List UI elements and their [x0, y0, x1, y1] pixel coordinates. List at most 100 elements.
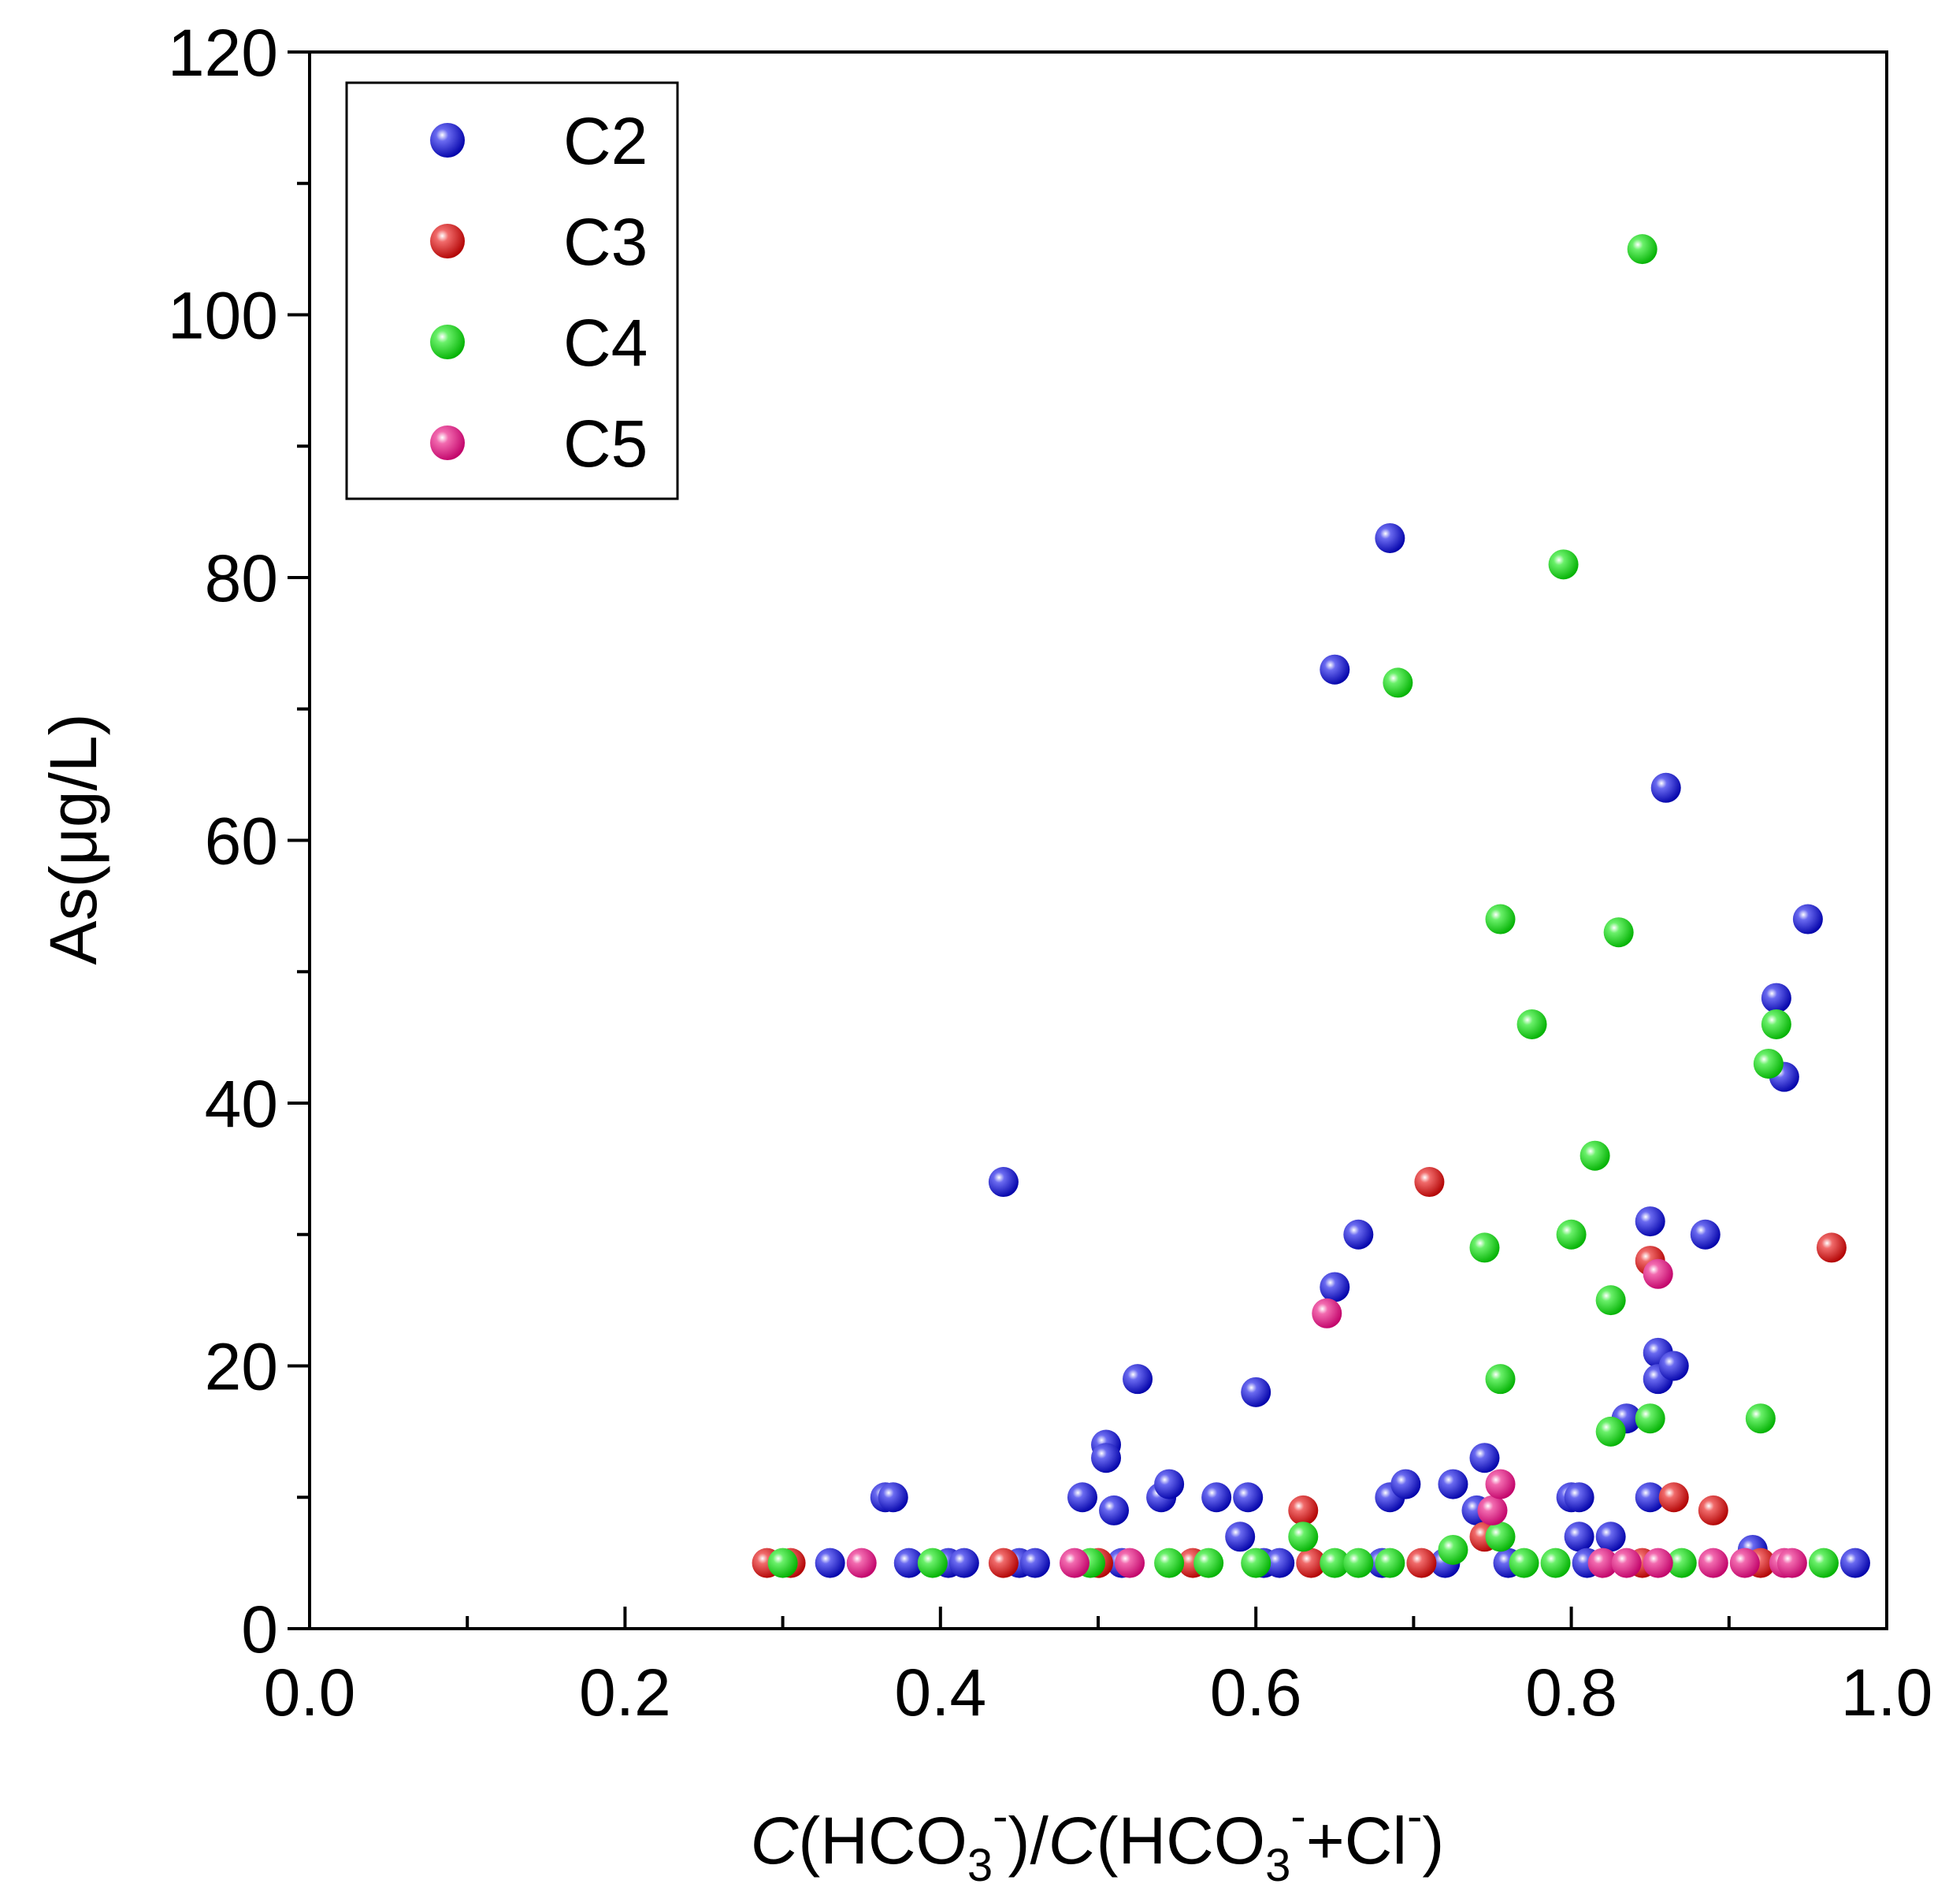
- y-tick-label: 100: [168, 279, 278, 353]
- x-tick-label: 0.0: [264, 1655, 356, 1730]
- point-c2: [948, 1548, 979, 1578]
- point-c2: [1225, 1522, 1256, 1552]
- point-c4: [1343, 1548, 1374, 1578]
- legend-label-c5: C5: [563, 407, 648, 481]
- x-tick-label: 0.4: [894, 1655, 986, 1730]
- point-c3: [1296, 1548, 1327, 1578]
- point-c2: [1438, 1469, 1468, 1499]
- point-c4: [1580, 1140, 1610, 1171]
- point-c2: [1792, 904, 1823, 934]
- point-c4: [1627, 234, 1657, 265]
- point-c2: [1201, 1482, 1232, 1513]
- legend-label-c3: C3: [563, 205, 648, 279]
- point-c2: [1595, 1522, 1626, 1552]
- point-c2: [1320, 1272, 1350, 1302]
- point-c4: [1241, 1548, 1271, 1578]
- point-c4: [1383, 667, 1413, 698]
- point-c2: [1067, 1482, 1097, 1513]
- point-c5: [1587, 1548, 1618, 1578]
- point-c4: [1288, 1522, 1319, 1552]
- point-c5: [1115, 1548, 1145, 1578]
- point-c4: [1753, 1048, 1784, 1079]
- y-tick-label: 20: [205, 1330, 278, 1404]
- point-c4: [1485, 1522, 1516, 1552]
- legend-marker-c4: [430, 325, 465, 359]
- point-c3: [1406, 1548, 1437, 1578]
- point-c4: [1516, 1009, 1547, 1039]
- point-c4: [1485, 904, 1516, 934]
- point-c4: [1745, 1403, 1776, 1434]
- y-axis-title: As(μg/L): [36, 713, 110, 964]
- point-c4: [1469, 1232, 1500, 1263]
- point-c2: [1390, 1469, 1421, 1499]
- point-c2: [1241, 1377, 1271, 1407]
- point-c2: [1375, 522, 1405, 553]
- x-tick-label: 1.0: [1841, 1655, 1933, 1730]
- point-c4: [767, 1548, 798, 1578]
- point-c4: [1485, 1364, 1516, 1395]
- point-c2: [1264, 1548, 1295, 1578]
- legend: C2 C3 C4 C5: [345, 81, 679, 500]
- x-tick-label: 0.8: [1525, 1655, 1617, 1730]
- point-c4: [1666, 1548, 1697, 1578]
- point-c4: [1320, 1548, 1350, 1578]
- point-c2: [815, 1548, 845, 1578]
- point-c4: [1540, 1548, 1571, 1578]
- point-c4: [1595, 1416, 1626, 1447]
- point-c4: [1635, 1403, 1665, 1434]
- legend-box: [345, 81, 679, 500]
- point-c4: [1603, 917, 1634, 948]
- y-tick-label: 120: [168, 16, 278, 90]
- legend-marker-c5: [430, 425, 465, 460]
- point-c4: [1595, 1285, 1626, 1316]
- legend-items: C2 C3 C4 C5: [430, 104, 648, 481]
- point-c2: [1469, 1443, 1500, 1473]
- point-c4: [1556, 1219, 1587, 1250]
- x-axis-tick-labels: 0.0 0.2 0.4 0.6 0.8 1.0: [264, 1655, 1933, 1730]
- point-c2: [1761, 983, 1791, 1013]
- point-c4: [1548, 549, 1579, 580]
- point-c4: [1509, 1548, 1539, 1578]
- point-c4: [917, 1548, 948, 1578]
- point-c3: [1698, 1495, 1728, 1525]
- point-c4: [1808, 1548, 1839, 1578]
- point-c2: [1233, 1482, 1264, 1513]
- point-c3: [1288, 1495, 1319, 1525]
- legend-label-c4: C4: [563, 306, 648, 380]
- point-c2: [1635, 1482, 1665, 1513]
- point-c5: [1776, 1548, 1807, 1578]
- point-c2: [1019, 1548, 1050, 1578]
- legend-label-c2: C2: [563, 104, 648, 178]
- y-tick-label: 80: [205, 541, 278, 615]
- point-c2: [1154, 1469, 1185, 1499]
- point-c4: [1761, 1009, 1791, 1039]
- point-c2: [1564, 1482, 1594, 1513]
- point-c2: [893, 1548, 924, 1578]
- point-c2: [1343, 1219, 1374, 1250]
- y-tick-label: 60: [205, 804, 278, 879]
- point-c3: [1414, 1167, 1445, 1198]
- y-axis-tick-labels: 0 20 40 60 80 100 120: [168, 16, 278, 1666]
- point-c2: [988, 1167, 1019, 1198]
- point-c2: [1091, 1443, 1122, 1473]
- point-c5: [1485, 1469, 1516, 1499]
- point-c5: [1698, 1548, 1728, 1578]
- point-c2: [1690, 1219, 1721, 1250]
- legend-marker-c2: [430, 123, 465, 158]
- point-c3: [1816, 1232, 1847, 1263]
- y-tick-label: 0: [241, 1592, 278, 1666]
- point-c3: [1658, 1482, 1689, 1513]
- x-axis-title: C(HCO3-)/C(HCO3-+Cl-): [751, 1791, 1445, 1891]
- data-points: [752, 234, 1870, 1578]
- point-c2: [1658, 1351, 1689, 1381]
- y-axis-ticks: [288, 50, 310, 1630]
- point-c2: [1635, 1206, 1665, 1237]
- point-c5: [1611, 1548, 1642, 1578]
- point-c5: [1729, 1548, 1760, 1578]
- point-c2: [1564, 1522, 1594, 1552]
- point-c5: [1643, 1548, 1673, 1578]
- point-c4: [1154, 1548, 1185, 1578]
- point-c2: [1123, 1364, 1153, 1395]
- x-tick-label: 0.2: [579, 1655, 671, 1730]
